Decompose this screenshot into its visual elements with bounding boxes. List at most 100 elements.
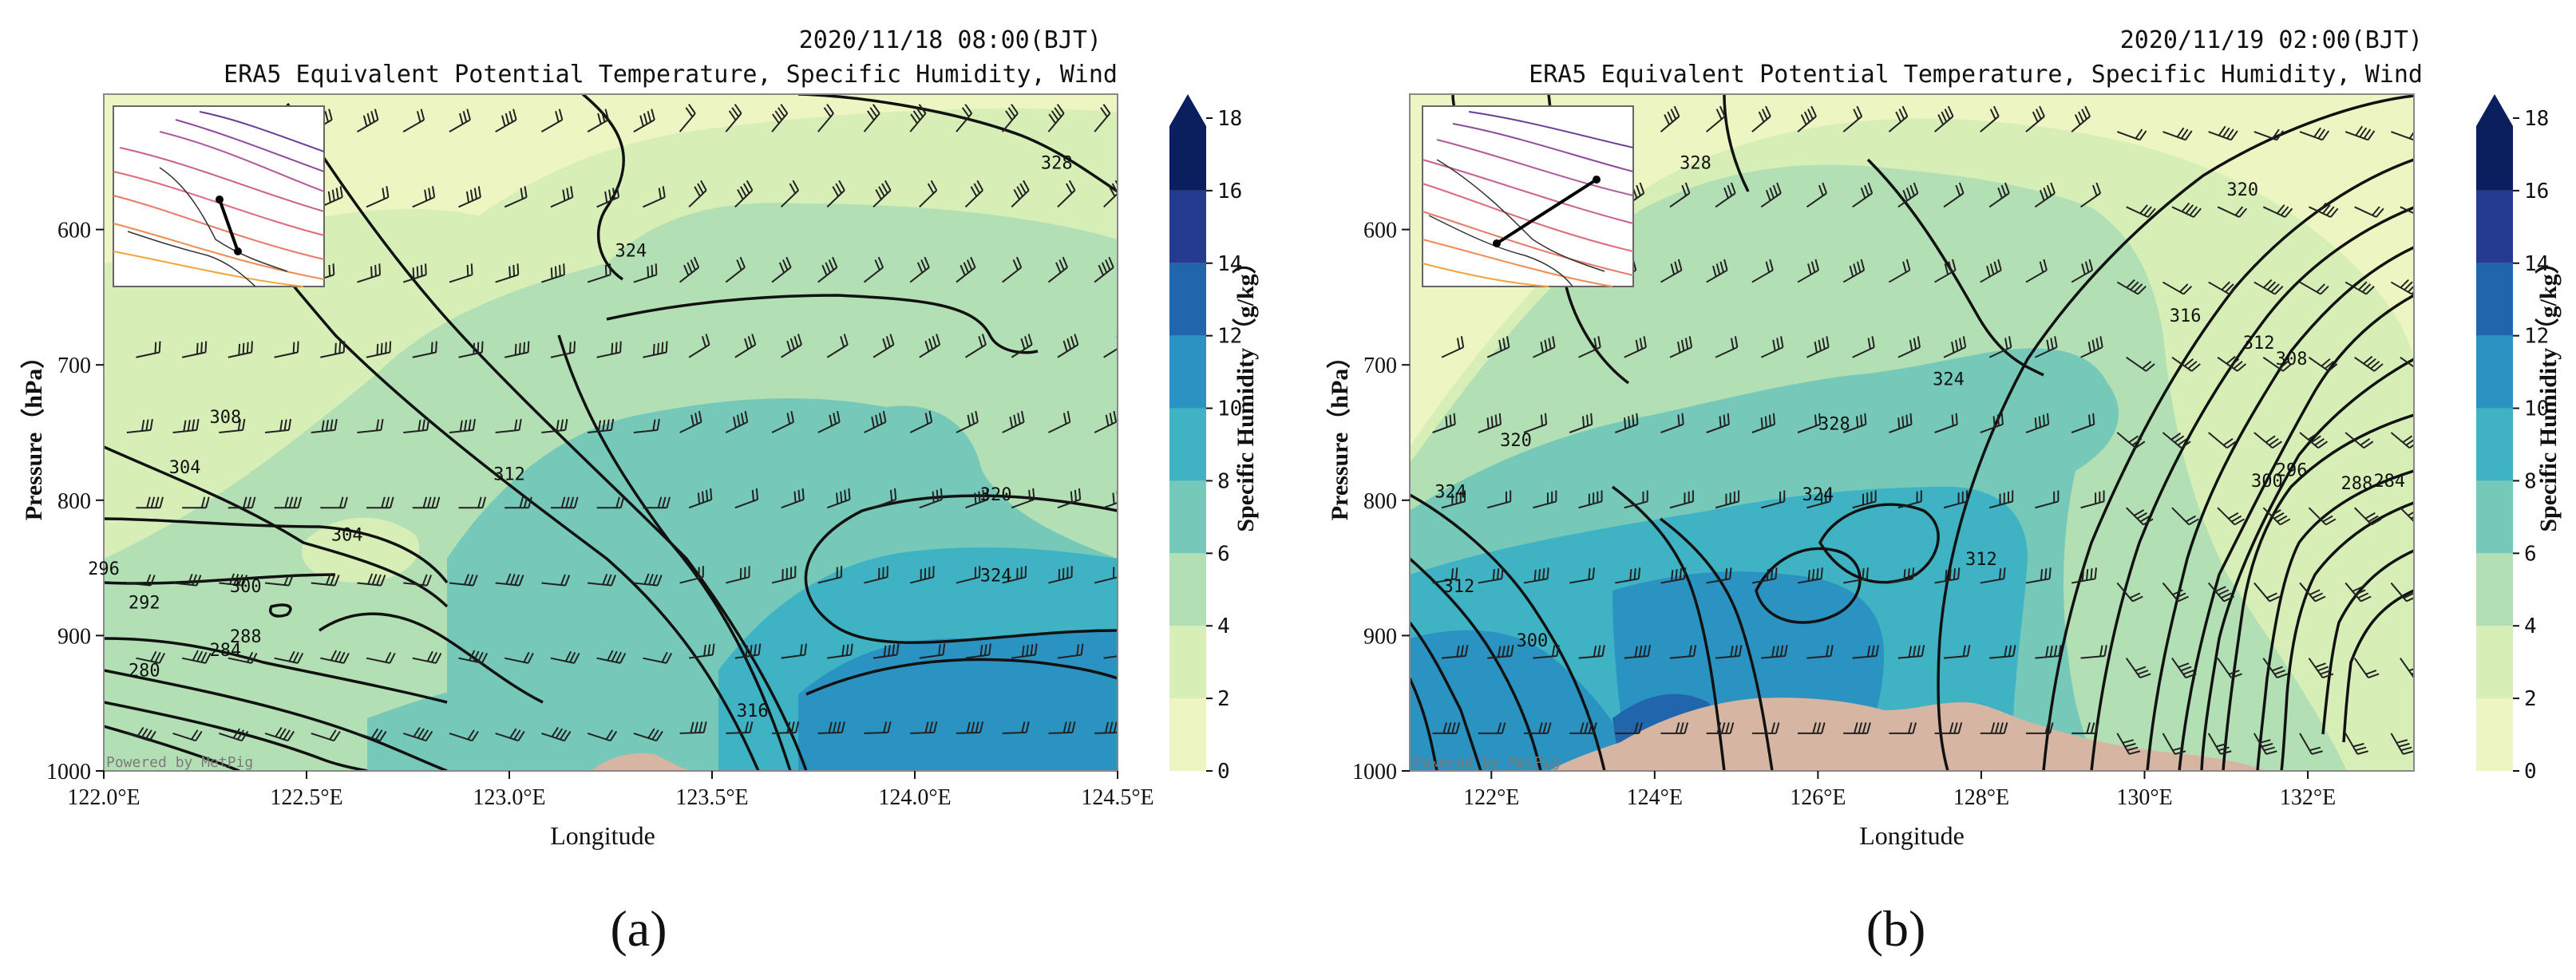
panel-label-b: (b): [1866, 900, 1926, 957]
contour-label: 320: [980, 485, 1012, 505]
time-label-a: 2020/11/18 08:00(BJT): [799, 26, 1102, 54]
contour-label: 328: [1041, 153, 1073, 173]
colorbar-segment: [2476, 263, 2513, 336]
contour-label: 296: [88, 559, 120, 579]
colorbar-segment: [1169, 626, 1206, 698]
contour-label: 304: [169, 458, 201, 478]
colorbar-segment: [2476, 336, 2513, 409]
x-tick-label: 126°E: [1790, 785, 1846, 810]
contour-label: 296: [2276, 460, 2308, 480]
x-tick-label: 132°E: [2280, 785, 2336, 810]
contour-label: 308: [2276, 350, 2308, 369]
inset-map-a: [113, 106, 324, 286]
colorbar-tick-label: 0: [1217, 760, 1230, 784]
contour-label: 312: [2243, 334, 2275, 354]
y-axis-label-a: Pressure（hPa）: [20, 345, 47, 521]
x-axis-label-b: Longitude: [1859, 821, 1965, 850]
y-tick-label: 700: [1363, 354, 1397, 378]
contour-label: 308: [210, 408, 242, 428]
colorbar-label-a: Specific Humidity （g/kg）: [1232, 250, 1259, 531]
colorbar-segment: [2476, 698, 2513, 771]
contour-label: 284: [210, 641, 242, 661]
colorbar-segment: [1169, 480, 1206, 553]
contour-label: 316: [2170, 306, 2202, 326]
colorbar-tick-label: 2: [1217, 687, 1230, 711]
colorbar-segment: [2476, 191, 2513, 263]
contour-label: 292: [129, 593, 160, 613]
colorbar-tick-label: 0: [2524, 760, 2537, 784]
colorbar-segment: [1169, 336, 1206, 409]
y-tick-label: 800: [57, 489, 91, 514]
panel-label-a: (a): [610, 900, 667, 957]
contour-label: 312: [493, 464, 525, 484]
colorbar-segment: [2476, 553, 2513, 626]
inset-map-b: [1423, 106, 1633, 286]
x-tick-label: 123.5°E: [675, 785, 748, 810]
x-tick-label: 124°E: [1627, 785, 1683, 810]
colorbar-segment: [1169, 191, 1206, 263]
contour-label: 324: [980, 567, 1012, 587]
colorbar-tick-label: 2: [2524, 687, 2537, 711]
x-tick-label: 122.0°E: [67, 785, 140, 810]
contour-label: 324: [1434, 482, 1466, 502]
x-tick-label: 124.0°E: [878, 785, 951, 810]
contour-label: 316: [737, 701, 769, 721]
colorbar-segment: [1169, 409, 1206, 481]
colorbar-tick-label: 4: [1217, 614, 1230, 638]
y-ticks-b: 600 700 800 900 1000: [1352, 219, 1410, 784]
y-tick-label: 900: [57, 624, 91, 649]
colorbar-segment: [1169, 263, 1206, 336]
colorbar-tick-label: 18: [1217, 107, 1242, 131]
colorbar-tick-label: 16: [2524, 180, 2549, 204]
colorbar-tick-label: 6: [1217, 542, 1230, 566]
watermark-a: Powered by MetPig: [106, 754, 253, 771]
panel-a: 2020/11/18 08:00(BJT) ERA5 Equivalent Po…: [0, 0, 1277, 977]
x-tick-label: 124.5°E: [1081, 785, 1153, 810]
contour-label: 304: [331, 526, 363, 546]
contour-label: 312: [1965, 550, 1997, 570]
colorbar-segment: [1169, 698, 1206, 771]
y-tick-label: 900: [1363, 624, 1397, 649]
colorbar-tick-label: 6: [2524, 542, 2537, 566]
y-tick-label: 600: [1363, 219, 1397, 243]
contour-label: 280: [129, 661, 160, 681]
watermark-b: Powered by MetPig: [1413, 754, 1560, 771]
chart-b: 2020/11/19 02:00(BJT) ERA5 Equivalent Po…: [1309, 0, 2576, 977]
panel-b: 2020/11/19 02:00(BJT) ERA5 Equivalent Po…: [1309, 0, 2576, 977]
colorbar-segment: [2476, 409, 2513, 481]
contour-label: 320: [2226, 180, 2258, 200]
y-tick-label: 800: [1363, 489, 1397, 514]
chart-title-a: ERA5 Equivalent Potential Temperature, S…: [224, 61, 1118, 89]
colorbar-segment: [2476, 626, 2513, 698]
y-tick-label: 1000: [46, 760, 91, 784]
colorbar-tick-label: 18: [2524, 107, 2549, 131]
y-tick-label: 1000: [1352, 760, 1397, 784]
contour-label: 300: [230, 577, 262, 597]
colorbar-segment: [2476, 94, 2513, 191]
x-tick-label: 123.0°E: [473, 785, 545, 810]
time-label-b: 2020/11/19 02:00(BJT): [2120, 26, 2423, 54]
colorbar-tick-label: 8: [1217, 469, 1230, 493]
chart-title-b: ERA5 Equivalent Potential Temperature, S…: [1529, 61, 2423, 89]
y-tick-label: 700: [57, 354, 91, 378]
contour-label: 328: [1818, 415, 1850, 435]
contour-label: 284: [2373, 472, 2405, 492]
y-axis-label-b: Pressure（hPa）: [1326, 345, 1353, 521]
contour-label: 324: [1802, 485, 1834, 505]
contour-label: 288: [2341, 474, 2373, 494]
contour-label: 328: [1680, 153, 1711, 173]
contour-label: 324: [1933, 370, 1965, 390]
x-axis-label-a: Longitude: [550, 821, 655, 850]
colorbar-tick-label: 16: [1217, 180, 1242, 204]
colorbar-segment: [1169, 94, 1206, 191]
chart-a: 2020/11/18 08:00(BJT) ERA5 Equivalent Po…: [0, 0, 1277, 977]
colorbar-label-b: Specific Humidity （g/kg）: [2534, 250, 2562, 531]
contour-label: 300: [1517, 631, 1549, 651]
x-tick-label: 122°E: [1463, 785, 1519, 810]
x-tick-label: 128°E: [1953, 785, 2009, 810]
contour-label: 320: [1500, 431, 1532, 451]
